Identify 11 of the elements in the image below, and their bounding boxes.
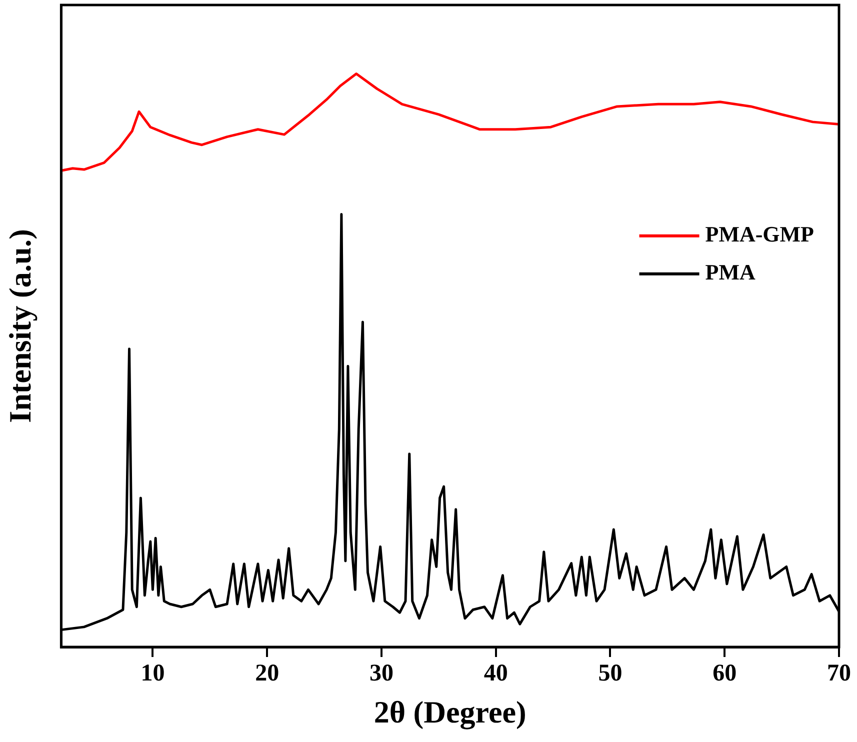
legend-label: PMA: [705, 260, 756, 285]
x-tick-label: 10: [140, 660, 165, 687]
x-tick-label: 20: [255, 660, 280, 687]
x-axis-title: 2θ (Degree): [374, 694, 526, 730]
y-axis-title: Intensity (a.u.): [2, 229, 38, 423]
x-tick-label: 50: [598, 660, 622, 687]
x-tick-label: 60: [712, 660, 737, 687]
x-tick-label: 70: [827, 660, 851, 687]
x-tick-label: 30: [369, 660, 394, 687]
legend-label: PMA-GMP: [705, 222, 814, 247]
x-tick-label: 40: [484, 660, 508, 687]
